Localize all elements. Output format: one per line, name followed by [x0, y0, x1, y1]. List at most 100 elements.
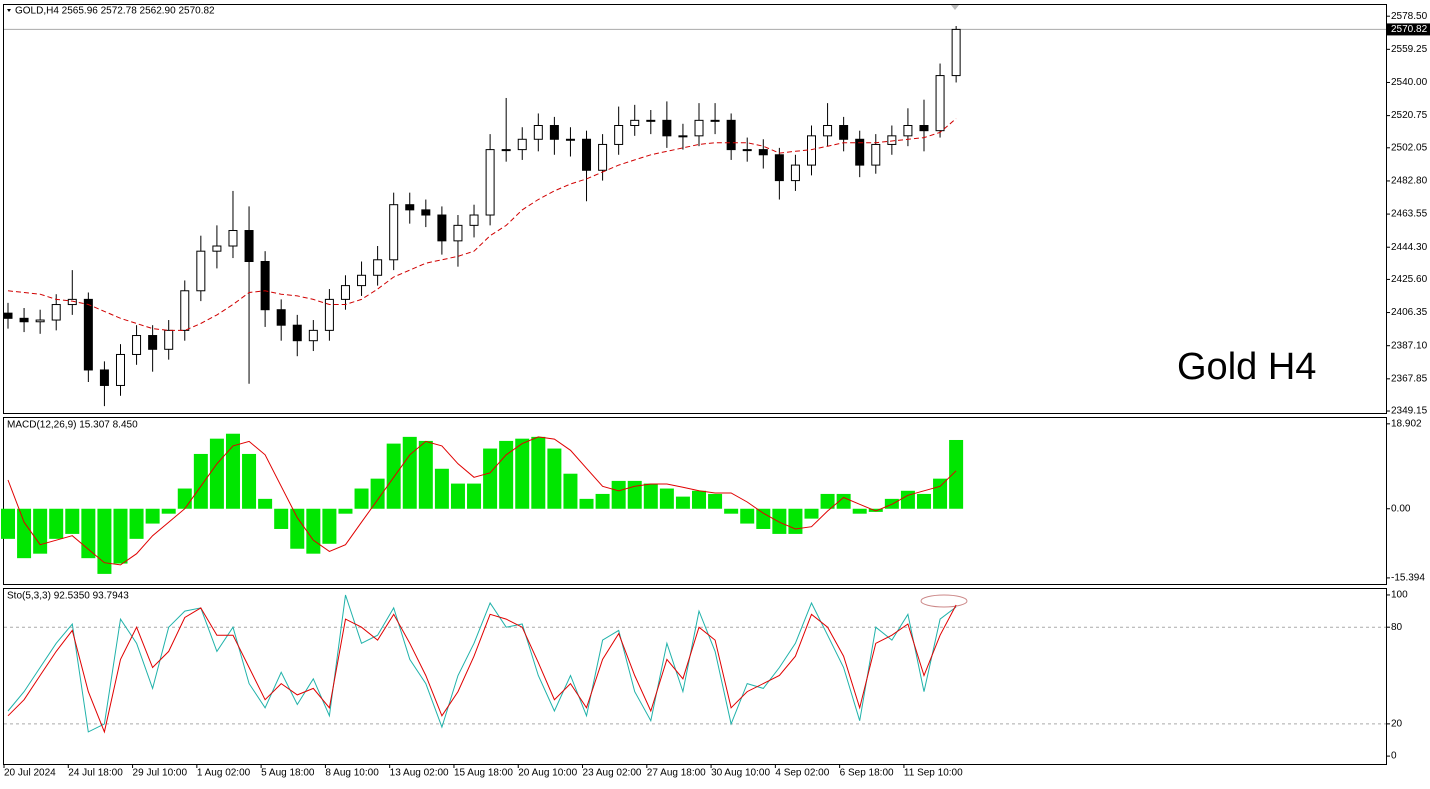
macd-bar: [370, 478, 385, 509]
macd-bar: [161, 508, 176, 514]
macd-bar: [65, 508, 80, 534]
macd-bar: [434, 468, 449, 509]
candle-body: [164, 329, 174, 350]
x-tick-label: 30 Aug 10:00: [711, 768, 770, 779]
annotation: Gold H4: [1177, 346, 1316, 388]
candle-body: [951, 28, 961, 77]
y-tick-label: 100: [1391, 590, 1408, 601]
macd-bar: [225, 433, 240, 509]
signal-line: [7, 436, 957, 566]
macd-bar: [386, 443, 401, 509]
macd-bar: [724, 508, 739, 514]
candle-body: [35, 319, 45, 323]
macd-bar: [402, 436, 417, 509]
candle-body: [646, 119, 656, 122]
x-tick-label: 15 Aug 18:00: [454, 768, 513, 779]
candle-body: [935, 75, 945, 132]
candle-body: [340, 285, 350, 300]
macd-bar: [675, 496, 690, 509]
stochastic-line: [7, 604, 957, 734]
candle-body: [694, 119, 704, 137]
candle-body: [565, 138, 575, 141]
y-tick-label: 2578.50: [1391, 11, 1428, 22]
candle-body: [67, 298, 77, 306]
y-tick-label: 0.00: [1391, 503, 1411, 514]
candle-body: [3, 312, 13, 319]
macd-bar: [547, 448, 562, 509]
candle-body: [453, 224, 463, 242]
macd-bar: [274, 508, 289, 529]
macd-bar: [354, 488, 369, 509]
candle-body: [598, 143, 608, 171]
candle-body: [758, 149, 768, 156]
candle-body: [919, 125, 929, 132]
y-tick-label: 2482.80: [1391, 176, 1428, 187]
macd-bar: [659, 488, 674, 509]
stochastic-line: [7, 594, 957, 733]
candle-body: [790, 164, 800, 182]
x-tick-label: 11 Sep 10:00: [904, 768, 963, 779]
x-tick-label: 29 Jul 10:00: [133, 768, 188, 779]
x-tick-label: 4 Sep 02:00: [775, 768, 829, 779]
macd-bar: [611, 480, 626, 509]
candle-body: [549, 125, 559, 140]
candle-body: [517, 138, 527, 151]
macd-bar: [868, 508, 883, 512]
macd-bar: [450, 483, 465, 509]
y-tick-label: 2387.10: [1391, 340, 1428, 351]
macd-bar: [290, 508, 305, 549]
x-tick-label: 20 Jul 2024: [4, 768, 56, 779]
candle-body: [405, 204, 415, 211]
y-tick-label: 2367.85: [1391, 373, 1428, 384]
y-tick-label: 2520.75: [1391, 110, 1428, 121]
macd-bar: [916, 493, 931, 509]
candle-body: [115, 353, 125, 386]
y-tick-label: 2559.25: [1391, 44, 1428, 55]
macd-bar: [258, 498, 273, 509]
moving-average: [7, 118, 957, 331]
x-tick-label: 6 Sep 18:00: [840, 768, 894, 779]
macd-bar: [579, 498, 594, 509]
macd-title: MACD(12,26,9) 15.307 8.450: [7, 420, 138, 431]
macd-bar: [692, 490, 707, 509]
macd-bar: [820, 493, 835, 509]
candle-body: [485, 149, 495, 216]
macd-bar: [418, 440, 433, 509]
main-title: GOLD,H4 2565.96 2572.78 2562.90 2570.82: [15, 6, 215, 17]
candle-body: [180, 290, 190, 331]
candle-body: [807, 135, 816, 166]
macd-bar: [804, 508, 819, 519]
macd-bar: [740, 508, 755, 524]
candle-body: [678, 135, 688, 138]
macd-bar: [531, 436, 546, 509]
y-tick-label: 2540.00: [1391, 77, 1428, 88]
candle-body: [51, 304, 61, 321]
candle-body: [437, 214, 447, 242]
shift-marker: [951, 5, 959, 10]
x-tick-label: 23 Aug 02:00: [583, 768, 642, 779]
y-tick-label: 2463.55: [1391, 209, 1428, 220]
candle-body: [501, 149, 511, 152]
macd-bar: [772, 508, 787, 534]
candle-body: [324, 298, 334, 331]
candle-body: [630, 119, 640, 127]
candle-body: [19, 317, 29, 323]
macd-bar: [242, 453, 257, 509]
macd-bar: [113, 508, 128, 564]
candle-body: [871, 143, 881, 166]
macd-bar: [900, 490, 915, 509]
candle-body: [421, 209, 431, 216]
candle-body: [389, 204, 399, 261]
highlight-ellipse: [920, 594, 968, 608]
menu-arrow[interactable]: [7, 9, 11, 12]
macd-panel: [3, 417, 1387, 585]
macd-bar: [33, 508, 48, 554]
macd-bar: [145, 508, 160, 524]
price-label: 2570.82: [1391, 24, 1428, 35]
y-tick-label: 80: [1391, 622, 1403, 633]
macd-bar: [81, 508, 96, 559]
candle-body: [99, 369, 109, 386]
y-tick-label: 2425.60: [1391, 274, 1428, 285]
x-tick-label: 27 Aug 18:00: [647, 768, 706, 779]
y-tick-label: 2502.05: [1391, 142, 1428, 153]
